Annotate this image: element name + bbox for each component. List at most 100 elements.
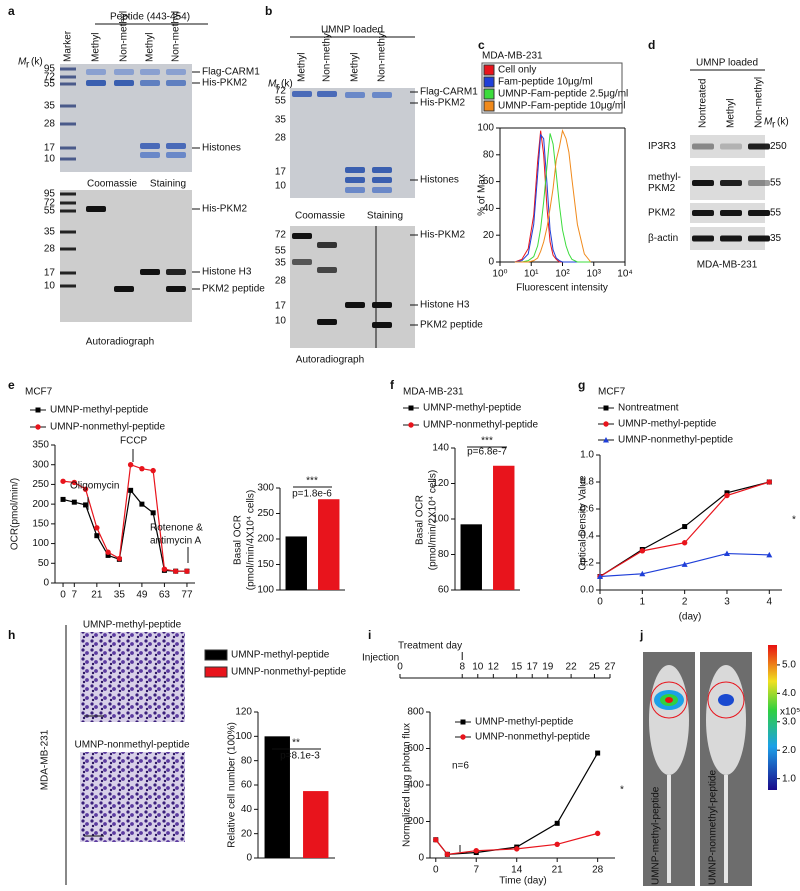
marker bbox=[127, 462, 134, 468]
timeline-label: 19 bbox=[542, 662, 554, 673]
panel-label: e bbox=[8, 378, 15, 392]
y-tick-label: 60 bbox=[241, 780, 253, 791]
y-tick-label: 100 bbox=[32, 538, 49, 549]
marker-band bbox=[60, 230, 76, 234]
timeline-label: 27 bbox=[604, 662, 616, 673]
band-label: His-PKM2 bbox=[420, 230, 465, 241]
gel-band bbox=[86, 80, 106, 86]
legend-marker bbox=[603, 421, 609, 427]
image-title: UMNP-nonmethyl-peptide bbox=[708, 770, 719, 885]
panel-label: b bbox=[265, 4, 272, 18]
y-axis-label: (pmol/min/4X10⁴ cells) bbox=[246, 490, 257, 590]
x-tick-label: 10⁰ bbox=[492, 269, 507, 280]
lane-label: Methyl bbox=[91, 33, 102, 62]
band-label: Histones bbox=[420, 175, 459, 186]
blot-band bbox=[720, 143, 742, 150]
marker bbox=[60, 478, 66, 484]
micrograph bbox=[80, 752, 185, 842]
gel-caption: Autoradiograph bbox=[296, 355, 364, 366]
x-tick-label: 0 bbox=[60, 590, 66, 601]
timeline-label: 10 bbox=[472, 662, 484, 673]
lane-label: Non-methyl bbox=[171, 11, 182, 62]
gel-band bbox=[372, 177, 392, 183]
mr-unit: (k) bbox=[777, 117, 789, 128]
marker-label: 35 bbox=[275, 115, 287, 126]
gel-band bbox=[317, 242, 337, 248]
y-tick-label: 0.8 bbox=[580, 477, 594, 488]
marker bbox=[128, 487, 134, 493]
blot-band bbox=[692, 235, 714, 242]
lane-label: Methyl bbox=[350, 53, 361, 82]
marker bbox=[639, 570, 646, 577]
x-tick-label: 77 bbox=[181, 590, 193, 601]
y-tick-label: 0 bbox=[43, 578, 49, 589]
y-tick-label: 0.4 bbox=[580, 531, 594, 542]
legend-swatch bbox=[483, 76, 495, 88]
marker-label: 35 bbox=[275, 258, 287, 269]
y-tick-label: 250 bbox=[257, 508, 274, 519]
marker bbox=[60, 496, 66, 502]
y-tick-label: 0 bbox=[488, 257, 494, 268]
marker bbox=[639, 548, 646, 554]
y-tick-label: 200 bbox=[257, 534, 274, 545]
x-tick-label: 7 bbox=[473, 865, 479, 876]
gel-band bbox=[372, 302, 392, 308]
marker-label: 72 bbox=[275, 86, 287, 97]
marker bbox=[724, 490, 730, 496]
colorbar-label: 2.0 bbox=[782, 745, 796, 756]
legend-swatch bbox=[204, 649, 228, 661]
y-tick-label: 400 bbox=[407, 780, 424, 791]
signal-ring bbox=[707, 681, 745, 719]
legend-frame bbox=[481, 62, 623, 114]
y-tick-label: 80 bbox=[483, 149, 495, 160]
marker bbox=[554, 820, 560, 826]
gel-band bbox=[372, 322, 392, 328]
marker bbox=[433, 837, 439, 843]
marker bbox=[184, 568, 190, 574]
marker bbox=[105, 552, 111, 558]
marker-band bbox=[60, 67, 76, 71]
gel-caption: Coomassie bbox=[295, 211, 345, 222]
marker-label: 55 bbox=[44, 79, 56, 90]
gel-band bbox=[140, 143, 160, 149]
x-tick-label: 49 bbox=[136, 590, 148, 601]
colorbar-label: 3.0 bbox=[782, 716, 796, 727]
marker bbox=[766, 551, 773, 558]
y-tick-label: 100 bbox=[257, 585, 274, 596]
marker bbox=[71, 479, 78, 486]
gel-band bbox=[372, 167, 392, 173]
blot-band bbox=[748, 235, 770, 242]
y-tick-label: 100 bbox=[432, 514, 449, 525]
mr-sub: r bbox=[772, 120, 776, 131]
gel-band bbox=[86, 69, 106, 75]
marker bbox=[594, 830, 601, 837]
x-tick-label: 10² bbox=[555, 269, 570, 280]
lane-label: Non-methyl bbox=[754, 77, 765, 128]
y-tick-label: 200 bbox=[407, 816, 424, 827]
chart-title: MDA-MB-231 bbox=[403, 387, 464, 398]
chart-title: MCF7 bbox=[598, 387, 626, 398]
gel-band bbox=[114, 80, 134, 86]
y-tick-label: 300 bbox=[32, 459, 49, 470]
lane-label: Methyl bbox=[726, 99, 737, 128]
marker bbox=[150, 510, 156, 516]
image-title: UMNP-nonmethyl-peptide bbox=[74, 740, 189, 751]
bar bbox=[493, 465, 515, 590]
marker-band bbox=[60, 157, 76, 161]
x-tick-label: 21 bbox=[552, 865, 564, 876]
legend-marker bbox=[460, 734, 466, 740]
marker-label: 72 bbox=[44, 72, 56, 83]
band-label: His-PKM2 bbox=[202, 78, 247, 89]
y-tick-label: 20 bbox=[483, 230, 495, 241]
gel-band bbox=[114, 286, 134, 292]
y-axis-label: Basal OCR bbox=[415, 495, 426, 545]
lane-label: Non-methyl bbox=[322, 31, 333, 82]
lane-label: Non-methyl bbox=[377, 31, 388, 82]
gel-band bbox=[292, 259, 312, 265]
marker-label: 35 bbox=[770, 233, 782, 244]
y-tick-label: 300 bbox=[257, 483, 274, 494]
y-tick-label: 0 bbox=[418, 853, 424, 864]
panel-label: j bbox=[639, 628, 643, 642]
marker-label: 55 bbox=[44, 206, 56, 217]
